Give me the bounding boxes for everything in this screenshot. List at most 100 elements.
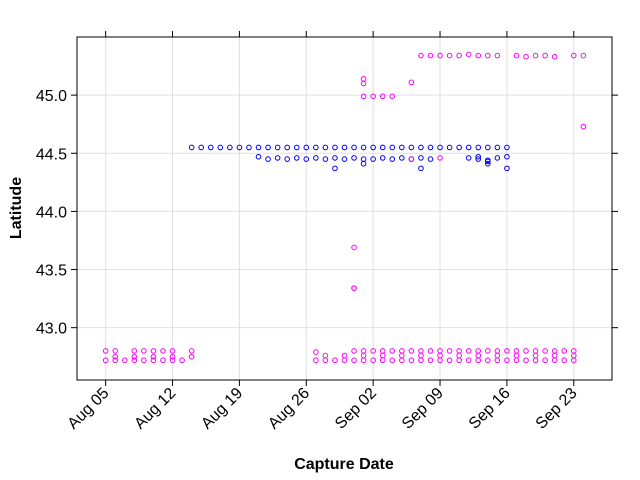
data-point bbox=[188, 348, 195, 354]
data-point bbox=[542, 348, 548, 354]
data-point bbox=[332, 144, 338, 151]
data-point bbox=[160, 348, 166, 354]
data-point bbox=[437, 155, 443, 161]
x-tick-label: Sep 09 bbox=[399, 385, 447, 433]
data-point bbox=[332, 165, 338, 172]
data-point bbox=[265, 156, 271, 162]
data-point bbox=[437, 348, 443, 354]
data-point bbox=[332, 357, 338, 364]
data-point bbox=[284, 144, 290, 151]
data-point bbox=[542, 357, 548, 364]
series-1 bbox=[188, 144, 510, 172]
data-point bbox=[504, 165, 510, 172]
data-point bbox=[399, 144, 405, 151]
data-point bbox=[303, 144, 310, 151]
data-point bbox=[542, 52, 548, 59]
data-point bbox=[418, 144, 424, 151]
data-point bbox=[341, 144, 348, 151]
data-point bbox=[360, 160, 367, 167]
data-point bbox=[494, 155, 501, 161]
data-point bbox=[112, 357, 119, 364]
data-point bbox=[351, 285, 357, 291]
data-point bbox=[475, 144, 482, 151]
y-tick-label: 43.5 bbox=[36, 263, 67, 280]
data-point bbox=[465, 51, 472, 58]
data-points bbox=[102, 51, 587, 364]
data-point bbox=[485, 158, 491, 165]
data-point bbox=[360, 348, 367, 354]
data-point bbox=[494, 144, 501, 151]
data-point bbox=[313, 349, 319, 355]
data-point bbox=[408, 79, 415, 86]
data-point bbox=[236, 144, 243, 151]
data-point bbox=[112, 353, 119, 360]
data-point bbox=[446, 52, 453, 59]
data-point bbox=[179, 357, 185, 364]
data-point bbox=[513, 357, 520, 364]
data-point bbox=[570, 348, 577, 354]
data-point bbox=[102, 357, 109, 364]
data-point bbox=[437, 52, 443, 59]
data-point bbox=[351, 348, 357, 354]
data-point bbox=[523, 348, 529, 354]
x-tick-label: Sep 02 bbox=[332, 385, 380, 433]
data-point bbox=[475, 52, 482, 59]
data-point bbox=[399, 357, 405, 364]
y-tick-label: 45.0 bbox=[36, 88, 67, 105]
series-2 bbox=[102, 51, 587, 364]
x-tick-label: Aug 26 bbox=[265, 385, 313, 433]
data-point bbox=[379, 357, 386, 364]
data-point bbox=[494, 357, 501, 364]
data-point bbox=[408, 348, 415, 354]
data-point bbox=[379, 155, 386, 161]
data-point bbox=[313, 357, 319, 364]
data-point bbox=[494, 352, 501, 359]
data-point bbox=[322, 144, 329, 151]
data-point bbox=[121, 357, 128, 364]
data-point bbox=[150, 357, 157, 364]
data-point bbox=[227, 144, 233, 151]
data-point bbox=[475, 153, 482, 160]
data-point bbox=[465, 155, 472, 161]
data-point bbox=[570, 52, 577, 59]
data-point bbox=[456, 352, 462, 359]
data-point bbox=[532, 352, 539, 359]
x-tick-label: Aug 19 bbox=[198, 385, 246, 433]
data-point bbox=[475, 352, 482, 359]
data-point bbox=[379, 93, 386, 100]
data-point bbox=[150, 353, 157, 360]
data-point bbox=[504, 357, 510, 364]
data-point bbox=[265, 144, 271, 151]
data-point bbox=[427, 357, 434, 364]
data-point bbox=[427, 156, 434, 162]
data-point bbox=[255, 144, 262, 151]
data-point bbox=[446, 348, 453, 354]
x-tick-label: Sep 16 bbox=[466, 385, 514, 433]
data-point bbox=[284, 156, 290, 162]
data-point bbox=[513, 352, 520, 359]
data-point bbox=[351, 357, 357, 364]
data-point bbox=[303, 156, 310, 162]
data-point bbox=[389, 93, 396, 100]
data-point bbox=[360, 93, 367, 100]
data-point bbox=[379, 352, 386, 359]
data-point bbox=[360, 144, 367, 151]
data-point bbox=[255, 153, 262, 160]
data-point bbox=[341, 352, 348, 359]
data-point bbox=[551, 357, 558, 364]
data-point bbox=[418, 155, 424, 161]
data-point bbox=[370, 348, 376, 354]
data-point bbox=[485, 348, 491, 354]
data-point bbox=[322, 156, 329, 162]
data-point bbox=[513, 52, 520, 59]
data-point bbox=[446, 144, 453, 151]
data-point bbox=[456, 348, 462, 354]
data-point bbox=[351, 244, 357, 251]
data-point bbox=[150, 348, 157, 354]
data-point bbox=[408, 156, 415, 162]
data-point bbox=[341, 357, 348, 364]
data-point bbox=[408, 357, 415, 364]
data-point bbox=[418, 165, 424, 172]
data-point bbox=[551, 348, 558, 354]
